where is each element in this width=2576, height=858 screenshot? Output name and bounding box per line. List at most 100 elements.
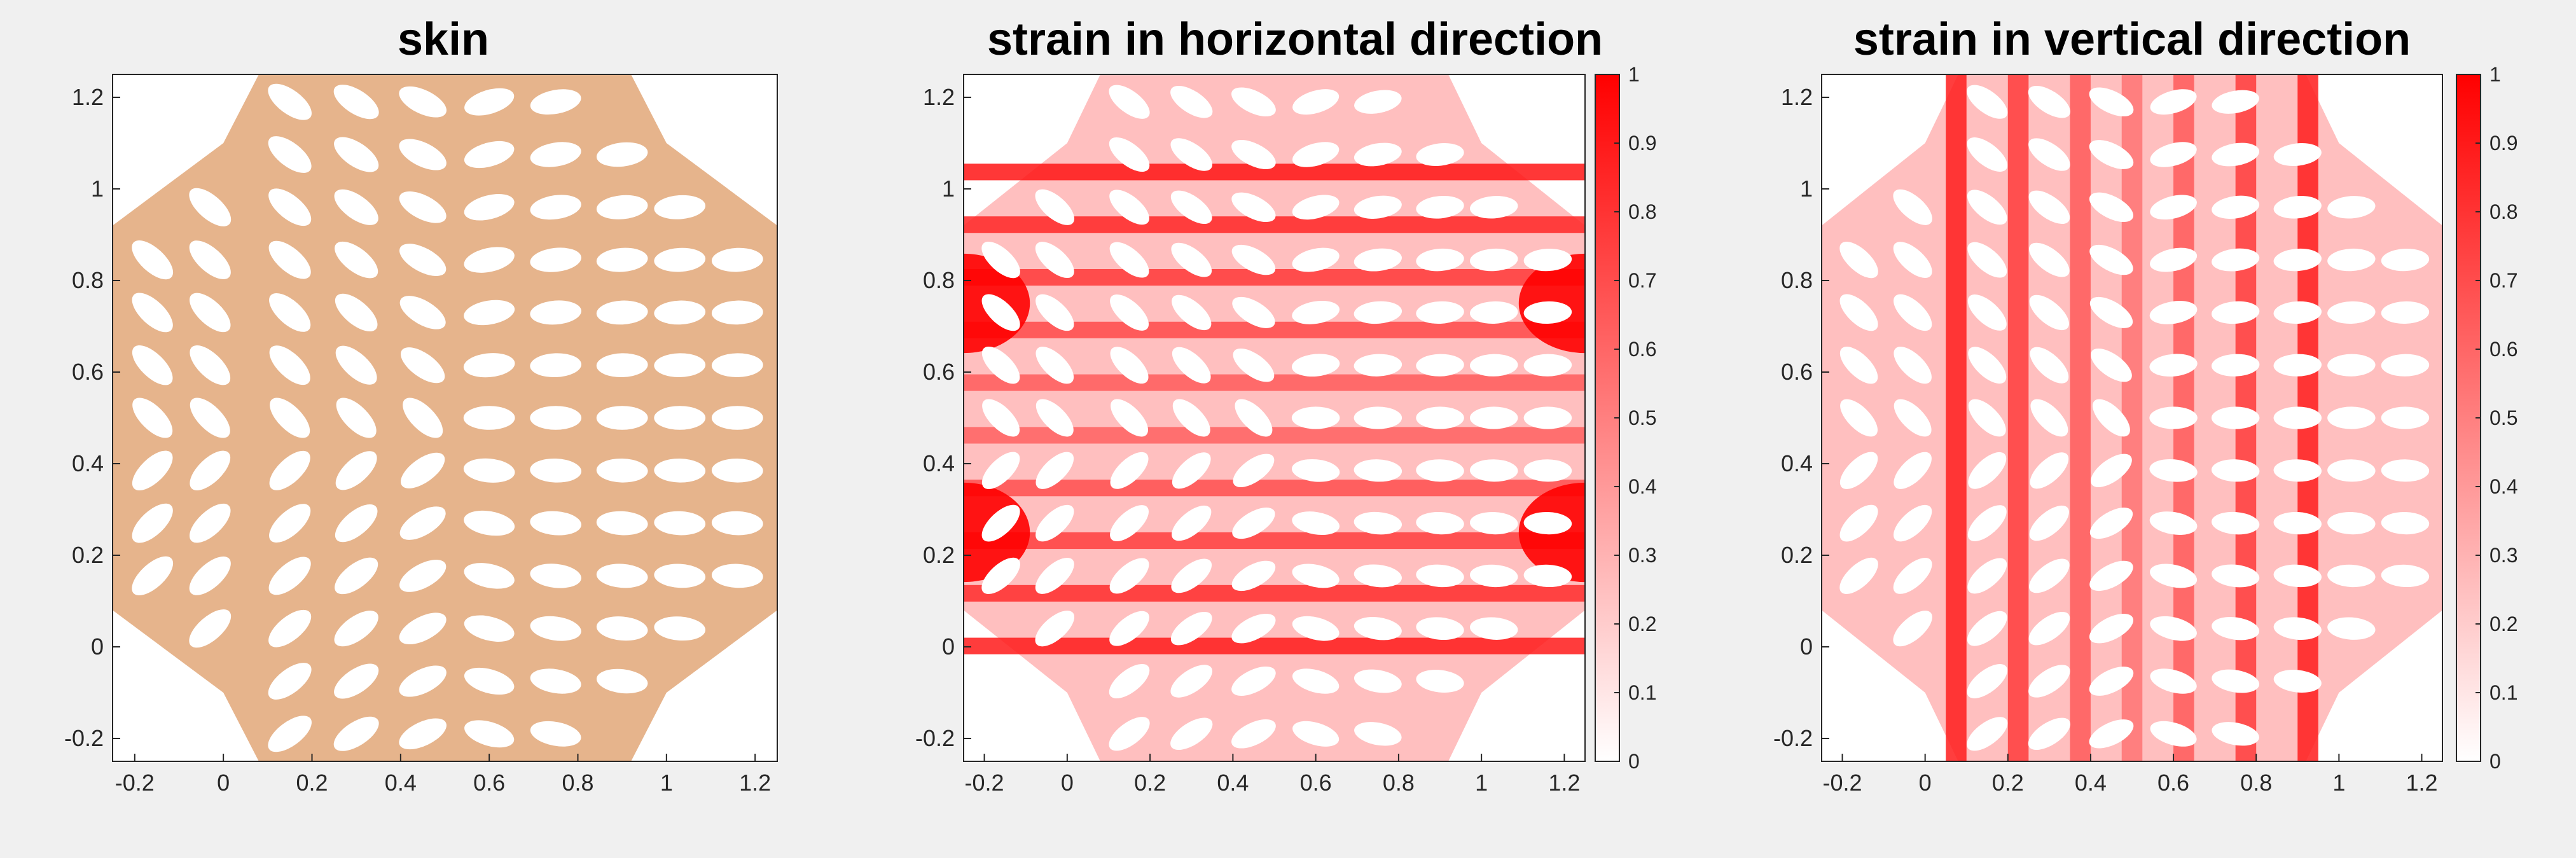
pore <box>335 557 378 595</box>
pores <box>981 85 1572 751</box>
pore <box>1469 511 1518 535</box>
x-tick-label: 0.6 <box>473 770 505 796</box>
pore <box>1109 663 1150 699</box>
pore <box>1894 399 1932 437</box>
pore <box>2381 248 2430 272</box>
pore <box>399 191 447 223</box>
pore <box>268 188 312 226</box>
x-tick-label: 0.4 <box>385 770 417 796</box>
pore <box>1839 504 1878 542</box>
x-tick-label: 1 <box>2332 770 2345 796</box>
pore <box>2273 195 2322 219</box>
pore <box>1967 717 2008 751</box>
x-tick-label: 0 <box>1061 770 1074 796</box>
pore <box>2273 406 2322 429</box>
pore <box>1967 85 2008 119</box>
strain-band <box>964 585 1585 602</box>
pore <box>2212 669 2260 693</box>
pore <box>399 86 447 118</box>
x-tick-label: 1.2 <box>2406 770 2437 796</box>
y-tick-label: 0.8 <box>72 267 104 293</box>
pore <box>1470 617 1518 640</box>
colorbar-tick-label: 0 <box>2489 750 2501 773</box>
pore <box>1354 564 1402 588</box>
colorbar-strain-horizontal: 0 0.1 0.2 0.3 0.4 0.5 0.6 0.7 0.8 0.9 1 <box>1595 63 1656 773</box>
pore <box>1291 354 1340 377</box>
pore <box>596 195 648 219</box>
pore <box>401 347 445 384</box>
pore <box>2029 505 2069 541</box>
pore <box>1172 505 1212 541</box>
pore <box>401 452 445 488</box>
pore <box>1171 558 1212 593</box>
pore <box>1170 665 1213 698</box>
pore <box>2212 511 2260 535</box>
y-tick-label: 0.6 <box>1781 359 1813 385</box>
pore <box>399 506 446 540</box>
pore <box>2381 459 2430 482</box>
pore <box>463 353 515 378</box>
x-tick-label: -0.2 <box>965 770 1004 796</box>
colorbar-tick-label: 0.5 <box>2489 406 2517 429</box>
pore <box>189 188 232 226</box>
y-tick-label: 1 <box>91 176 104 202</box>
pore <box>464 141 515 169</box>
y-tick-label: 0 <box>1800 633 1813 660</box>
x-tick-label: 0.6 <box>2157 770 2189 796</box>
pore <box>268 716 312 752</box>
pore <box>1967 242 2007 278</box>
pore <box>1231 667 1276 696</box>
pore <box>2089 87 2134 116</box>
pore <box>1035 189 1075 225</box>
pore <box>1839 557 1878 594</box>
pore <box>2149 301 2198 324</box>
pore <box>530 195 581 220</box>
pore <box>1416 248 1464 272</box>
pore <box>1354 142 1402 167</box>
pore <box>1968 452 2007 489</box>
pore <box>654 616 706 641</box>
pore <box>2273 511 2322 535</box>
pores <box>1839 85 2430 751</box>
pore <box>654 353 706 378</box>
pore <box>1894 294 1932 331</box>
pore <box>1172 294 1212 331</box>
x-tick-label: 0 <box>1919 770 1932 796</box>
specimen <box>1822 74 2442 761</box>
colorbar-tick-label: 0.4 <box>1628 475 1656 498</box>
pore <box>596 247 648 272</box>
pore <box>654 195 706 219</box>
pore <box>2149 406 2198 429</box>
pore <box>132 240 174 280</box>
pore <box>1416 511 1464 535</box>
pore <box>333 716 379 751</box>
pore <box>1967 505 2007 541</box>
pore <box>464 667 515 695</box>
pore <box>1109 85 1150 119</box>
pore <box>2150 195 2197 220</box>
pore <box>1035 452 1074 489</box>
colorbar-tick-label: 0.9 <box>2489 132 2517 155</box>
pore <box>1292 616 1340 641</box>
pore <box>464 194 515 221</box>
y-tick-label: 0 <box>942 633 955 660</box>
pore <box>1292 511 1340 536</box>
pore <box>1232 296 1275 328</box>
pore <box>1839 347 1878 384</box>
pore <box>1231 613 1276 644</box>
colorbar-tick-label: 0.3 <box>1628 544 1656 567</box>
pore <box>1354 195 1402 219</box>
pore <box>268 136 312 173</box>
pore <box>2212 301 2260 324</box>
pore <box>464 247 515 273</box>
pore <box>596 668 648 694</box>
y-tick-label: 0 <box>91 633 104 660</box>
pore <box>1967 294 2007 331</box>
pore <box>596 142 648 167</box>
axes-frame <box>112 74 778 762</box>
pore <box>1231 244 1276 275</box>
pore <box>2381 512 2430 535</box>
pore <box>654 300 706 325</box>
pore <box>1893 611 1932 647</box>
pore <box>2381 564 2430 588</box>
